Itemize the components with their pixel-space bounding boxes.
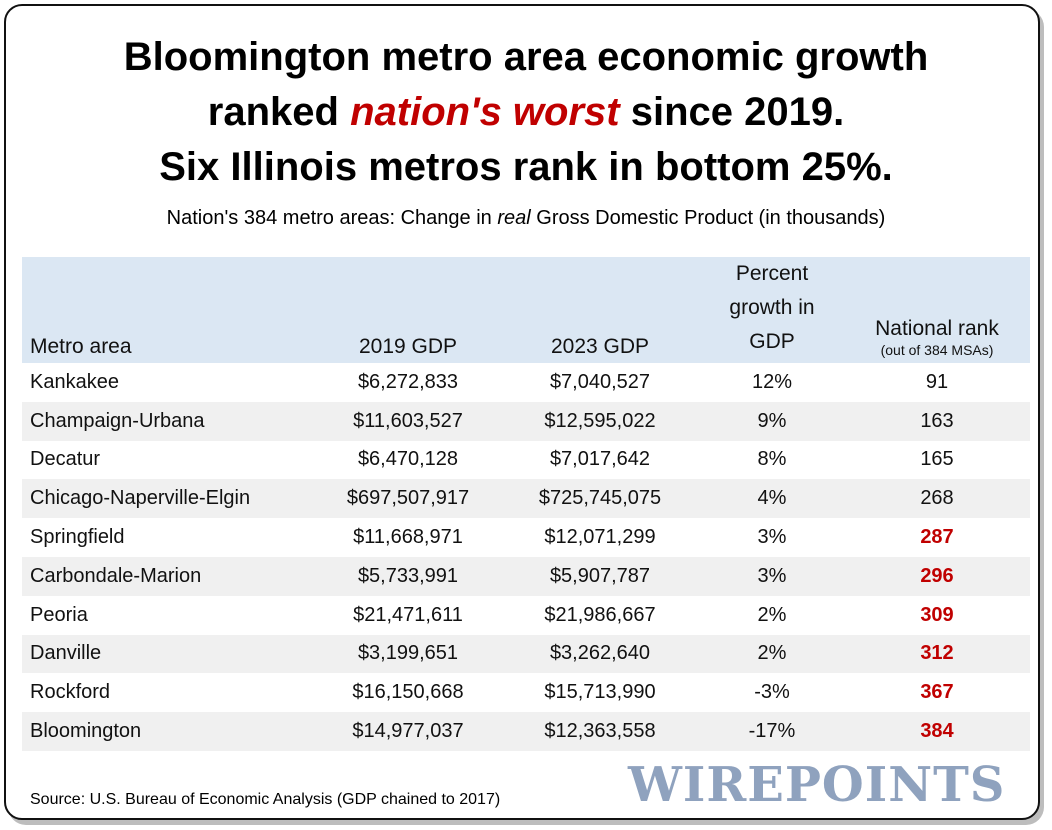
col-header-pct: Percent growth in GDP [700, 257, 844, 363]
col-header-metro: Metro area [30, 335, 132, 358]
cell-pct-growth: 12% [751, 370, 793, 393]
cell-pct-growth: -3% [754, 681, 790, 704]
col-header-rank-label: National rank [875, 317, 999, 340]
table-body: Kankakee $6,272,833 $7,040,527 12% 91 Champai… [22, 363, 1030, 751]
cell-gdp2019: $697,507,917 [346, 487, 470, 510]
cell-gdp2023: $12,363,558 [544, 720, 656, 743]
cell-metro: Rockford [30, 681, 111, 704]
col-header-pct-line1: Percent [735, 262, 809, 285]
table-row: Peoria $21,471,611 $21,986,667 2% 309 [22, 596, 1030, 635]
chart-subtitle: Nation's 384 metro areas: Change in real… [0, 207, 1052, 230]
subtitle-emphasis: real [497, 207, 531, 229]
cell-pct-growth: 8% [757, 448, 787, 471]
cell-gdp2019: $11,668,971 [353, 526, 463, 549]
col-header-gdp2019: 2019 GDP [358, 335, 458, 358]
cell-gdp2023: $3,262,640 [549, 642, 651, 665]
subtitle-suffix: Gross Domestic Product (in thousands) [530, 207, 886, 229]
cell-metro: Springfield [30, 526, 125, 549]
cell-gdp2023: $5,907,787 [549, 564, 651, 587]
cell-gdp2019: $16,150,668 [352, 681, 464, 704]
cell-gdp2023: $7,017,642 [549, 448, 651, 471]
col-header-pct-line2: growth in [729, 296, 815, 319]
cell-gdp2019: $14,977,037 [352, 720, 464, 743]
cell-national-rank: 268 [920, 487, 954, 510]
cell-pct-growth: -17% [748, 720, 796, 743]
col-header-gdp2023: 2023 GDP [550, 335, 650, 358]
col-header-rank-sub: (out of 384 MSAs) [880, 342, 994, 358]
cell-gdp2019: $21,471,611 [353, 603, 463, 626]
source-note: Source: U.S. Bureau of Economic Analysis… [30, 791, 501, 808]
cell-metro: Decatur [30, 448, 101, 471]
col-header-rank: National rank (out of 384 MSAs) [844, 257, 1030, 363]
table-row: Rockford $16,150,668 $15,713,990 -3% 367 [22, 673, 1030, 712]
title-line-2: ranked nation's worst since 2019. [0, 85, 1052, 140]
card-frame [4, 4, 1040, 820]
cell-national-rank: 163 [920, 409, 954, 432]
cell-metro: Danville [30, 642, 102, 665]
cell-gdp2023: $725,745,075 [538, 487, 662, 510]
cell-pct-growth: 4% [757, 487, 787, 510]
wirepoints-logo: WIREPOINTS [628, 757, 1006, 813]
cell-gdp2019: $6,470,128 [357, 448, 459, 471]
cell-national-rank: 91 [925, 370, 949, 393]
gdp-table: Metro area 2019 GDP 2023 GDP Percent gro… [22, 257, 1030, 751]
title-line-3: Six Illinois metros rank in bottom 25%. [159, 145, 893, 189]
table-row: Chicago-Naperville-Elgin $697,507,917 $725… [22, 479, 1030, 519]
cell-gdp2023: $12,595,022 [544, 409, 656, 432]
subtitle-prefix: Nation's 384 metro areas: Change in [166, 207, 498, 229]
cell-gdp2023: $7,040,527 [549, 370, 651, 393]
table-row: Springfield $11,668,971 $12,071,299 3% 287 [22, 518, 1030, 557]
cell-national-rank: 309 [920, 603, 954, 626]
table-row: Bloomington $14,977,037 $12,363,558 -17% 384 [22, 712, 1030, 751]
cell-metro: Bloomington [30, 720, 142, 743]
table-row: Champaign-Urbana $11,603,527 $12,595,022 9%… [22, 401, 1030, 441]
cell-gdp2019: $11,603,527 [353, 409, 463, 432]
title-line-2-prefix: ranked [207, 90, 351, 134]
cell-metro: Champaign-Urbana [30, 409, 205, 432]
cell-metro: Peoria [30, 603, 88, 626]
cell-pct-growth: 2% [757, 642, 787, 665]
table-row: Carbondale-Marion $5,733,991 $5,907,787 3% 2… [22, 556, 1030, 596]
cell-gdp2019: $6,272,833 [357, 370, 459, 393]
table-header-row: Metro area 2019 GDP 2023 GDP Percent gro… [22, 257, 1030, 363]
cell-gdp2023: $15,713,990 [544, 681, 656, 704]
cell-gdp2019: $5,733,991 [357, 564, 459, 587]
table-row: Decatur $6,470,128 $7,017,642 8% 165 [22, 441, 1030, 480]
chart-title: Bloomington metro area economic growth r… [0, 30, 1052, 195]
title-line-2-suffix: since 2019. [619, 90, 845, 134]
title-accent: nation's worst [350, 90, 620, 134]
cell-national-rank: 384 [920, 720, 954, 743]
cell-national-rank: 367 [920, 681, 954, 704]
cell-national-rank: 165 [920, 448, 954, 471]
cell-pct-growth: 3% [757, 564, 787, 587]
cell-national-rank: 296 [920, 564, 954, 587]
cell-metro: Kankakee [30, 370, 119, 393]
cell-national-rank: 287 [920, 526, 954, 549]
col-header-pct-line3: GDP [749, 330, 795, 353]
cell-gdp2019: $3,199,651 [357, 642, 459, 665]
cell-national-rank: 312 [920, 642, 954, 665]
cell-pct-growth: 2% [757, 603, 787, 626]
table-row: Danville $3,199,651 $3,262,640 2% 312 [22, 634, 1030, 674]
cell-metro: Chicago-Naperville-Elgin [30, 487, 251, 510]
cell-pct-growth: 9% [757, 409, 787, 432]
cell-metro: Carbondale-Marion [30, 564, 202, 587]
title-line-1: Bloomington metro area economic growth [123, 35, 929, 79]
cell-gdp2023: $12,071,299 [544, 526, 656, 549]
cell-gdp2023: $21,986,667 [544, 603, 656, 626]
cell-pct-growth: 3% [757, 526, 787, 549]
table-row: Kankakee $6,272,833 $7,040,527 12% 91 [22, 363, 1030, 402]
